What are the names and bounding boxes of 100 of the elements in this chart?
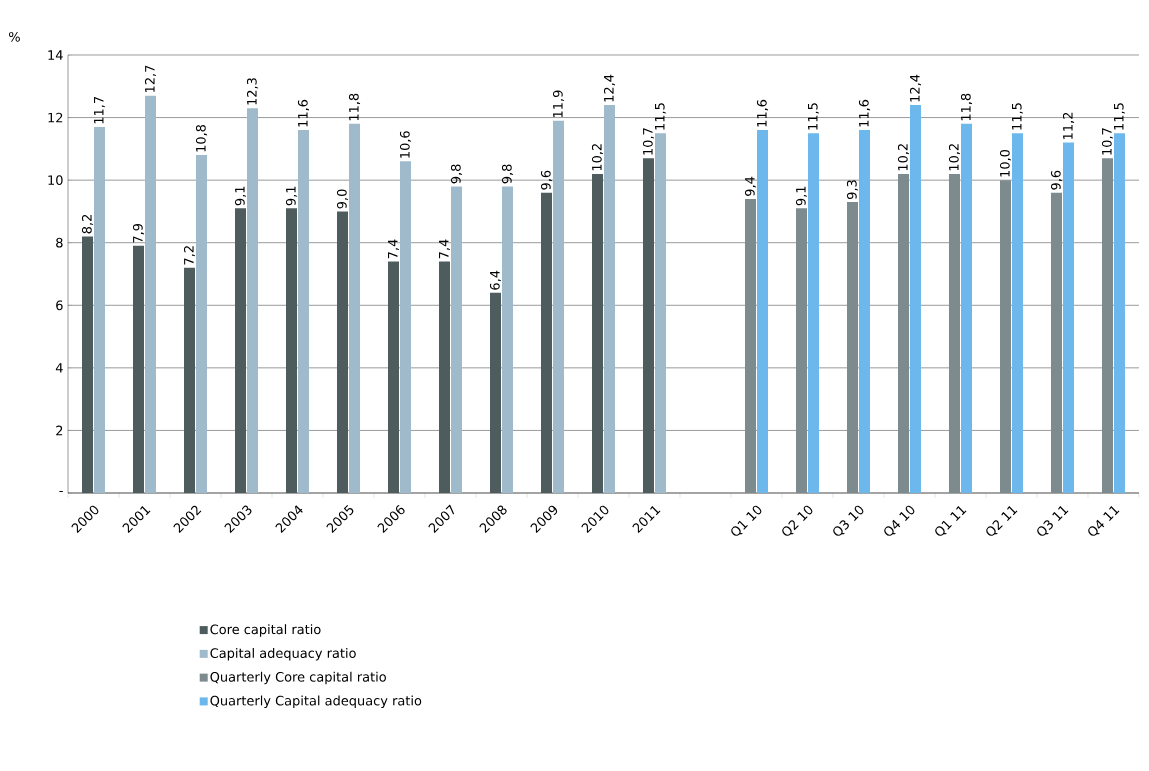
bar <box>400 161 411 493</box>
bar <box>196 155 207 493</box>
data-label: 7,9 <box>132 223 145 243</box>
bar <box>184 267 195 493</box>
data-label: 10,6 <box>399 131 412 158</box>
data-label: 11,8 <box>960 93 973 121</box>
y-tick-label: 6 <box>56 300 63 311</box>
legend-label: Capital adequacy ratio <box>210 647 356 661</box>
data-label: 7,2 <box>183 246 196 265</box>
data-label: 12,3 <box>246 78 259 105</box>
bar <box>388 261 399 493</box>
bar <box>643 158 654 493</box>
data-label: 9,4 <box>744 176 757 196</box>
bar <box>145 95 156 493</box>
bar <box>94 126 105 493</box>
bar <box>897 173 909 493</box>
data-label: 9,3 <box>846 180 859 200</box>
data-label: 11,5 <box>1012 103 1023 130</box>
data-label: 9,0 <box>336 189 349 209</box>
bar <box>1011 133 1023 493</box>
data-label: 9,1 <box>795 186 808 206</box>
data-label: 11,7 <box>94 97 105 124</box>
data-label: 11,9 <box>552 90 565 118</box>
y-tick-label: 2 <box>56 425 63 436</box>
data-label: 10,2 <box>897 144 910 171</box>
bar <box>502 186 513 493</box>
data-label: 10,2 <box>948 144 961 171</box>
bar <box>247 108 258 493</box>
data-label: 12,4 <box>603 74 616 102</box>
bar <box>655 133 666 493</box>
data-label: 9,6 <box>540 170 553 190</box>
bar <box>541 192 552 493</box>
legend-label: Quarterly Core capital ratio <box>210 671 386 685</box>
bar <box>592 173 603 493</box>
bar <box>1050 192 1062 493</box>
bar <box>286 208 297 493</box>
bar <box>909 105 921 493</box>
bar <box>298 130 309 493</box>
bar <box>490 292 501 493</box>
bar <box>451 186 462 493</box>
bar <box>337 211 348 493</box>
bar <box>553 120 564 493</box>
legend-label: Core capital ratio <box>210 624 321 637</box>
y-tick-label: 4 <box>55 363 63 373</box>
data-label: 12,4 <box>909 74 922 102</box>
data-label: 9,6 <box>1050 170 1063 190</box>
data-label: 10,7 <box>1101 128 1114 155</box>
data-label: 6,4 <box>489 270 502 290</box>
data-label: 11,5 <box>808 103 819 130</box>
bar <box>745 198 756 493</box>
data-label: 10,2 <box>591 144 604 171</box>
bar <box>999 180 1011 493</box>
bar <box>133 245 144 493</box>
data-label: 11,8 <box>348 93 361 121</box>
data-label: 10,8 <box>195 124 208 152</box>
data-label: 11,6 <box>858 99 871 127</box>
data-label: 10,0 <box>999 149 1012 177</box>
bar <box>439 261 450 493</box>
bar <box>846 202 858 493</box>
bar <box>1113 133 1125 493</box>
data-label: 9,1 <box>234 186 247 206</box>
x-tick-label: Q4 10 <box>884 505 915 536</box>
x-tick-label: Q4 11 <box>1088 506 1120 536</box>
y-axis-title: % <box>9 31 20 42</box>
bar <box>1101 158 1113 493</box>
bar <box>795 208 807 493</box>
data-label: 10,7 <box>642 128 655 155</box>
y-tick-label: 12 <box>48 112 63 123</box>
data-label: 11,2 <box>1062 112 1075 139</box>
data-label: 11,6 <box>756 99 769 127</box>
data-label: 8,2 <box>81 214 94 234</box>
x-tick-label: Q1 10 <box>731 505 762 536</box>
bar <box>808 133 819 493</box>
data-label: 11,5 <box>655 103 666 130</box>
y-tick-label: 10 <box>48 175 63 186</box>
data-label: 11,5 <box>1114 103 1125 130</box>
bar <box>858 130 870 493</box>
data-label: 9,8 <box>501 164 514 184</box>
legend-label: Quarterly Capital adequacy ratio <box>210 695 422 709</box>
data-label: 7,4 <box>388 239 399 259</box>
x-tick-label: Q1 11 <box>935 506 967 536</box>
bar <box>604 105 615 493</box>
x-tick-label: Q3 11 <box>1037 506 1069 536</box>
data-label: 11,6 <box>297 99 310 127</box>
y-tick-label: 8 <box>56 237 63 248</box>
bar <box>349 123 360 493</box>
bar <box>1062 142 1074 493</box>
x-tick-label: Q2 11 <box>986 506 1018 536</box>
x-tick-label: Q2 10 <box>782 505 813 536</box>
y-tick-label: - <box>59 490 63 492</box>
data-label: 7,4 <box>439 239 450 259</box>
y-tick-label: 14 <box>48 50 63 60</box>
bar <box>948 173 960 493</box>
bar <box>960 123 972 493</box>
bar <box>757 130 768 493</box>
bar <box>82 236 93 493</box>
data-label: 12,7 <box>144 65 157 93</box>
data-label: 9,8 <box>450 164 463 184</box>
bar <box>235 208 246 493</box>
data-label: 9,1 <box>285 186 298 206</box>
